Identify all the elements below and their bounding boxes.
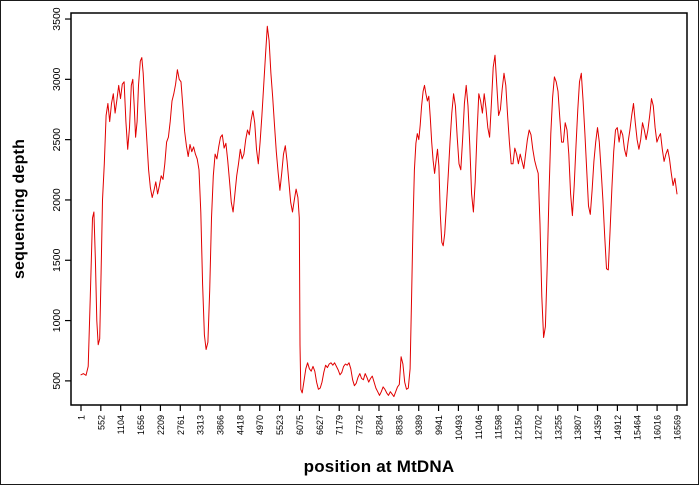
x-tick-label: 2209	[156, 415, 166, 435]
x-tick-label: 552	[96, 415, 106, 430]
x-tick-label: 12702	[533, 415, 543, 440]
x-tick-label: 1656	[136, 415, 146, 435]
x-tick-label: 16569	[673, 415, 683, 440]
depth-trace	[80, 25, 678, 398]
plot-box	[70, 12, 688, 406]
x-tick-label: 15464	[633, 415, 643, 440]
x-tick-label: 4418	[235, 415, 245, 435]
y-tick-label: 2500	[51, 128, 63, 152]
x-tick-label: 2761	[176, 415, 186, 435]
x-tick-label: 9389	[414, 415, 424, 435]
x-tick-label: 5523	[275, 415, 285, 435]
x-tick-label: 8284	[374, 415, 384, 435]
y-axis-title: sequencing depth	[11, 138, 28, 280]
x-tick-label: 7732	[355, 415, 365, 435]
x-tick-label: 11046	[474, 415, 484, 439]
x-tick-label: 9941	[434, 415, 444, 435]
y-tick-label: 1000	[51, 309, 63, 333]
x-tick-label: 13255	[553, 415, 563, 440]
x-tick-label: 1	[77, 415, 87, 420]
x-tick-label: 12150	[514, 415, 524, 440]
x-tick-label: 3313	[196, 415, 206, 435]
x-tick-label: 1104	[116, 415, 126, 434]
x-tick-label: 6627	[315, 415, 325, 435]
x-axis-title: position at MtDNA	[303, 457, 455, 476]
x-tick-label: 16016	[653, 415, 663, 440]
x-tick-label: 14912	[613, 415, 623, 440]
y-tick-label: 1500	[51, 248, 63, 272]
y-tick-label: 3000	[51, 67, 63, 91]
x-tick-label: 11598	[494, 415, 504, 439]
x-tick-label: 4970	[255, 415, 265, 435]
x-tick-label: 8836	[394, 415, 404, 435]
y-tick-label: 2000	[51, 188, 63, 212]
x-tick-label: 13807	[573, 415, 583, 440]
x-tick-label: 6075	[295, 415, 305, 435]
y-tick-label: 3500	[51, 7, 63, 31]
x-tick-label: 14359	[593, 415, 603, 440]
x-tick-label: 7179	[335, 415, 345, 435]
y-tick-label: 500	[51, 372, 63, 390]
x-tick-label: 10493	[454, 415, 464, 440]
x-tick-label: 3866	[216, 415, 226, 435]
